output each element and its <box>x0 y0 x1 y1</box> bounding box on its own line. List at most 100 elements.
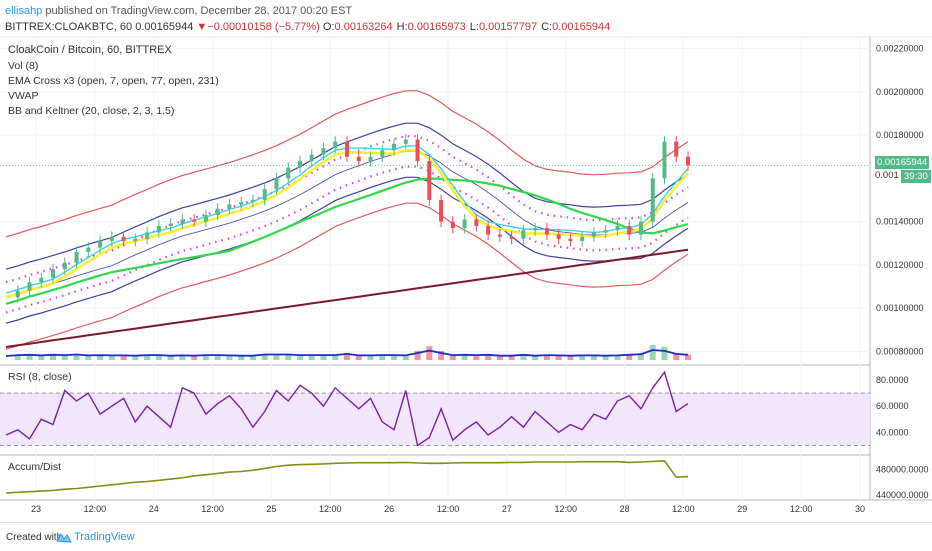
accum-pane[interactable] <box>5 459 689 494</box>
candle-body <box>321 148 326 155</box>
time-tick-label: 24 <box>149 504 159 514</box>
candle-body <box>215 208 220 216</box>
legend-bb[interactable]: BB and Keltner (20, close, 2, 3, 1.5) <box>8 105 175 117</box>
time-tick-label: 28 <box>620 504 630 514</box>
candle-body <box>262 189 267 200</box>
open-value: 0.00163264 <box>334 21 393 33</box>
symbol-label: BITTREX:CLOAKBTC, 60 <box>5 21 133 33</box>
candle-body <box>250 200 255 203</box>
legend-ema[interactable]: EMA Cross x3 (open, 7, open, 77, open, 2… <box>8 75 219 87</box>
candle-body <box>345 141 349 157</box>
candle-body <box>439 200 444 222</box>
volume-bar <box>167 356 174 360</box>
candle-body <box>380 150 385 157</box>
candle-body <box>297 161 302 168</box>
candle-body <box>415 139 420 162</box>
legend-vwap[interactable]: VWAP <box>8 90 39 102</box>
author-link[interactable]: ellisahp <box>5 5 43 17</box>
accum-tick-label: 440000.0000 <box>876 490 929 500</box>
candle-body <box>156 225 161 233</box>
candle-body <box>674 141 679 157</box>
candle-body <box>627 225 632 235</box>
volume-bar <box>120 355 127 360</box>
candle-body <box>133 238 138 242</box>
ohlc-line: BITTREX:CLOAKBTC, 60 0.00165944 ▼−0.0001… <box>5 21 614 33</box>
volume-bar <box>649 345 656 360</box>
volume-bar <box>261 354 268 360</box>
legend-vol[interactable]: Vol (8) <box>8 60 39 72</box>
publish-line: ellisahp published on TradingView.com, D… <box>5 5 352 17</box>
time-tick-label: 12:00 <box>672 504 695 514</box>
vwap-line <box>5 149 689 299</box>
candle-body <box>168 223 173 226</box>
chart-canvas[interactable]: 0.00220000 0.00200000 0.00180000 0.00140000… <box>0 0 932 522</box>
volume-bar <box>191 356 198 360</box>
legend-accum[interactable]: Accum/Dist <box>8 461 62 473</box>
candle-body <box>638 221 643 235</box>
candle-body <box>62 262 67 270</box>
candle-body <box>356 156 361 162</box>
volume-bar <box>332 355 339 360</box>
candle-body <box>145 232 150 239</box>
candle-body <box>580 236 585 242</box>
candle-body <box>121 236 126 242</box>
candle-body <box>450 221 455 229</box>
volume-bar <box>238 356 245 360</box>
volume-bar <box>485 354 492 360</box>
volume-bar <box>367 355 374 360</box>
keltner-mid <box>5 150 689 298</box>
tradingview-link[interactable]: TradingView <box>74 531 135 543</box>
candle-body <box>227 204 232 209</box>
volume-bar <box>438 351 445 360</box>
volume-bar <box>685 354 691 360</box>
candle-body <box>662 141 667 179</box>
main-overlays <box>0 90 870 350</box>
price-tick-label: 0.00220000 <box>876 44 924 54</box>
candle-body <box>368 156 373 162</box>
candle-body <box>603 230 608 233</box>
volume-bar <box>532 356 539 360</box>
rsi-pane[interactable] <box>0 370 870 447</box>
candle-body <box>286 167 291 179</box>
rsi-tick-label: 80.0000 <box>876 375 909 385</box>
candle-body <box>403 139 408 144</box>
rsi-tick-label: 60.0000 <box>876 401 909 411</box>
price-tick-label: 0.00080000 <box>876 346 924 356</box>
candle-body <box>427 161 432 200</box>
volume-bar <box>73 354 80 360</box>
candle-body <box>544 228 549 235</box>
candle-body <box>51 269 56 278</box>
price-tick-label: 0.00140000 <box>876 217 924 227</box>
psar-dots-lower <box>5 165 689 314</box>
price-tick-label: 0.00200000 <box>876 87 924 97</box>
legend-rsi[interactable]: RSI (8, close) <box>8 371 72 383</box>
volume-bar <box>402 355 409 360</box>
publish-info: published on TradingView.com, December 2… <box>45 5 353 17</box>
volume-bar <box>14 355 21 360</box>
ema-231-line <box>5 248 689 348</box>
volume-bar <box>108 355 115 360</box>
volume-bar <box>673 352 680 360</box>
volume-bar <box>61 355 68 360</box>
candle-body <box>39 277 44 283</box>
time-tick-label: 12:00 <box>201 504 224 514</box>
candle-body <box>556 234 561 239</box>
footer: Created with TradingView <box>0 522 932 551</box>
volume-bar <box>249 356 256 360</box>
volume-bar <box>97 355 104 360</box>
volume-bar <box>567 356 574 360</box>
chart-title[interactable]: CloakCoin / Bitcoin, 60, BITTREX <box>8 44 172 56</box>
time-tick-label: 12:00 <box>437 504 460 514</box>
volume-bar <box>449 355 456 360</box>
time-tick-label: 12:00 <box>790 504 813 514</box>
chart-header: ellisahp published on TradingView.com, D… <box>0 0 932 38</box>
down-arrow-icon: ▼ <box>196 21 208 33</box>
candle-body <box>98 241 103 248</box>
close-label: C: <box>541 21 553 33</box>
volume-bar <box>179 355 186 360</box>
accum-tick-label: 480000.0000 <box>876 465 929 475</box>
time-tick-label: 29 <box>737 504 747 514</box>
volume-bar <box>473 355 480 360</box>
axes: 0.00220000 0.00200000 0.00180000 0.00140000… <box>31 44 929 514</box>
rsi-tick-label: 40.0000 <box>876 427 909 437</box>
